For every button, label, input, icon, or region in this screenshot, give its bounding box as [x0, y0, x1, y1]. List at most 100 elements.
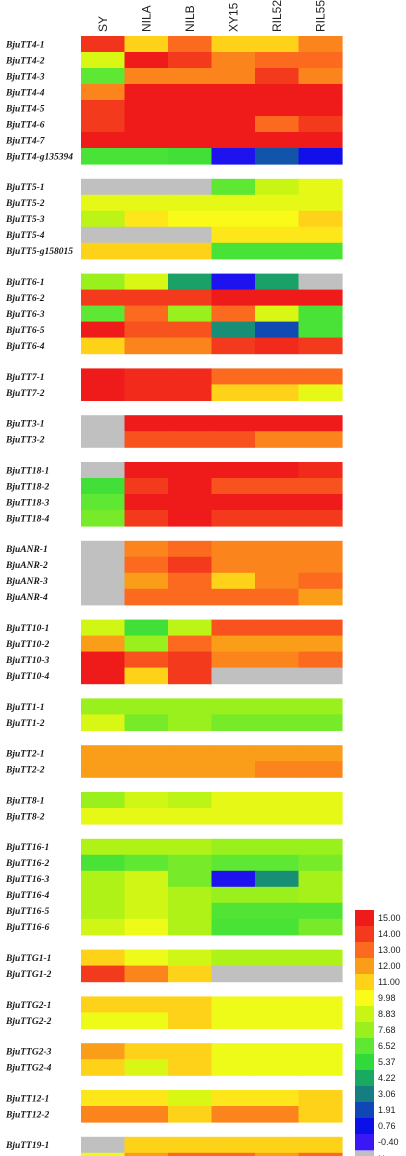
heatmap-cell [168, 745, 213, 762]
heatmap-cell [255, 651, 300, 669]
heatmap-cell [168, 52, 213, 69]
heatmap-cell [124, 415, 169, 432]
heatmap-cell [81, 368, 126, 385]
heatmap-cell [124, 337, 169, 355]
heatmap-cell [255, 886, 300, 904]
heatmap-cell [124, 698, 169, 715]
heatmap-cell [298, 431, 343, 448]
row-label: BjuTT16-2 [5, 859, 50, 869]
heatmap-cell [81, 1090, 126, 1107]
heatmap-cell [81, 556, 126, 574]
legend-swatch [355, 990, 374, 1007]
heatmap-cell [168, 84, 213, 101]
heatmap-cell [168, 854, 213, 872]
heatmap-cell [298, 667, 343, 685]
row-label: BjuTT10-3 [5, 656, 50, 666]
heatmap-cell [81, 84, 126, 101]
heatmap-cell [255, 838, 300, 856]
heatmap-cell [298, 838, 343, 856]
heatmap-cell [211, 667, 256, 685]
heatmap-cell [298, 1043, 343, 1060]
heatmap-cell [124, 651, 169, 669]
heatmap-cell [168, 116, 213, 133]
heatmap-cell [298, 1106, 343, 1123]
heatmap-cell [211, 1090, 256, 1107]
heatmap-cell [81, 698, 126, 715]
heatmap-cell [211, 1152, 256, 1156]
heatmap-cell [124, 242, 169, 260]
legend-swatch [355, 1006, 374, 1023]
row-label: BjuANR-4 [5, 593, 48, 603]
legend-swatch [355, 910, 374, 927]
heatmap-cell [298, 619, 343, 637]
heatmap-cell [124, 210, 169, 228]
heatmap-cell [168, 415, 213, 432]
heatmap-cell [168, 36, 213, 53]
heatmap-cell [124, 1090, 169, 1107]
heatmap-cell [81, 651, 126, 669]
heatmap-cell [211, 431, 256, 448]
heatmap-cell [298, 415, 343, 432]
heatmap-cell [298, 100, 343, 117]
heatmap-cell [298, 745, 343, 762]
heatmap-cell [255, 714, 300, 731]
heatmap-cell [255, 305, 300, 323]
heatmap-cell [298, 273, 343, 291]
heatmap-cell [255, 321, 300, 339]
row-label: BjuTT12-2 [5, 1110, 50, 1120]
heatmap-cell [298, 226, 343, 244]
heatmap-cell [255, 431, 300, 448]
heatmap-cell [211, 305, 256, 323]
heatmap-cell [124, 226, 169, 244]
heatmap-cell [298, 949, 343, 967]
heatmap-cell [168, 886, 213, 904]
heatmap-cell [255, 148, 300, 165]
heatmap-cell [168, 870, 213, 888]
heatmap-cell [298, 132, 343, 149]
row-label: BjuTT1-1 [5, 703, 45, 713]
row-label: BjuTT12-1 [5, 1094, 49, 1104]
legend-swatch [355, 1134, 374, 1151]
heatmap-cell [255, 226, 300, 244]
heatmap-cell [81, 635, 126, 653]
heatmap-cell [81, 384, 126, 401]
heatmap-cell [168, 1106, 213, 1123]
row-label: BjuTT10-2 [5, 640, 50, 650]
heatmap-cell [168, 462, 213, 479]
heatmap-cell [81, 1059, 126, 1076]
row-label: BjuANR-2 [5, 561, 48, 571]
heatmap-cell [168, 226, 213, 244]
row-label: BjuTT3-2 [5, 436, 45, 446]
heatmap-cell [211, 808, 256, 825]
heatmap-cell [81, 337, 126, 355]
heatmap-cell [168, 808, 213, 825]
legend-tick-label: 1.91 [378, 1105, 396, 1115]
heatmap-cell [168, 337, 213, 355]
heatmap-cell [211, 854, 256, 872]
heatmap-cell [168, 368, 213, 385]
heatmap-cell [255, 902, 300, 920]
heatmap-cell [298, 918, 343, 936]
heatmap-cell [255, 116, 300, 133]
heatmap-cell [211, 178, 256, 196]
heatmap-cell [81, 1043, 126, 1060]
heatmap-cell [298, 68, 343, 85]
heatmap-cell [255, 1012, 300, 1029]
row-label: BjuTT7-1 [5, 373, 45, 383]
heatmap-cell [124, 368, 169, 385]
heatmap-cell [124, 494, 169, 511]
column-label: NILB [183, 5, 197, 32]
heatmap-cell [298, 792, 343, 809]
legend-swatch [355, 958, 374, 975]
heatmap-cell [211, 510, 256, 527]
heatmap-cell [255, 1152, 300, 1156]
heatmap-cell [298, 808, 343, 825]
row-label: BjuTTG2-3 [5, 1048, 52, 1058]
heatmap-cell [81, 462, 126, 479]
legend-none-swatch [355, 1151, 374, 1156]
heatmap-cell [81, 540, 126, 558]
heatmap-cell [255, 965, 300, 983]
heatmap-cell [211, 289, 256, 307]
heatmap-cell [211, 1136, 256, 1154]
heatmap-cell [211, 572, 256, 590]
